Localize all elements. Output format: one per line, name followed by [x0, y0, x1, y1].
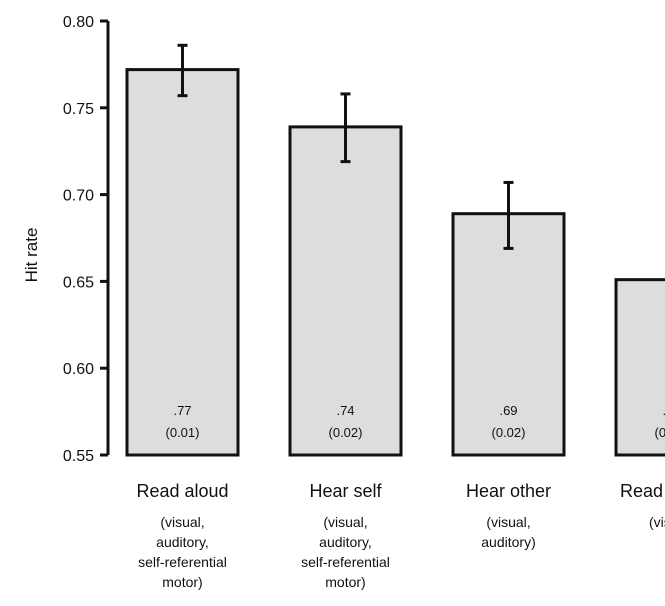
y-tick-label: 0.80	[63, 14, 94, 31]
category-sublabel: auditory,	[319, 534, 372, 550]
category-sublabel: auditory)	[481, 534, 535, 550]
bar-value-label: .74	[336, 403, 354, 418]
category-sublabel: (visual,	[323, 514, 367, 530]
category-sublabel: motor)	[325, 574, 365, 590]
category-sublabel: auditory,	[156, 534, 209, 550]
y-tick-label: 0.75	[63, 101, 94, 118]
category-label: Read aloud	[136, 481, 228, 501]
category-label: Hear other	[466, 481, 551, 501]
category-sublabel: (visual,	[160, 514, 204, 530]
category-sublabel: (visual,	[486, 514, 530, 530]
category-label: Hear self	[309, 481, 382, 501]
category-sublabel: self-referential	[301, 554, 390, 570]
category-sublabel: self-referential	[138, 554, 227, 570]
bar-se-label: (0.01)	[166, 425, 200, 440]
bars-group: .77 (0.01) .74 (0.02) .69 (0.02) .65 (0.02)	[125, 43, 665, 457]
bar-se-label: (0.02)	[655, 425, 665, 440]
bar-value-label: .65	[662, 403, 665, 418]
y-tick-label: 0.65	[63, 274, 94, 291]
y-axis: 0.80 0.75 0.70 0.65 0.60 0.55	[63, 14, 110, 465]
bar-se-label: (0.02)	[492, 425, 526, 440]
bar	[125, 68, 240, 457]
y-tick-label: 0.60	[63, 361, 94, 378]
category-sublabel: (visual)	[649, 514, 665, 530]
y-axis-title: Hit rate	[22, 228, 41, 283]
bar	[614, 278, 665, 457]
category-sublabel: motor)	[162, 574, 202, 590]
y-tick-label: 0.70	[63, 188, 94, 205]
y-tick-label: 0.55	[63, 448, 94, 465]
bar-value-label: .77	[173, 403, 191, 418]
bar	[451, 212, 566, 457]
bar-value-label: .69	[499, 403, 517, 418]
x-axis-labels: Read aloud (visual, auditory, self-referent…	[136, 481, 665, 590]
category-label: Read silently	[620, 481, 665, 501]
bar-se-label: (0.02)	[329, 425, 363, 440]
